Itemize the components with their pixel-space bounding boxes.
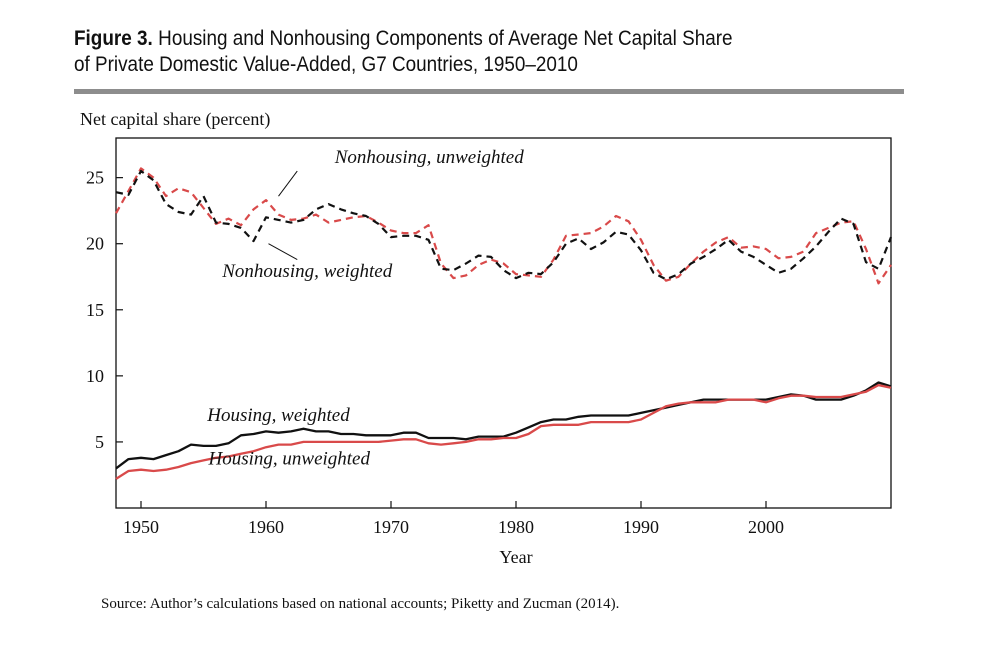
series-line-nonhousing-unweighted	[115, 167, 892, 285]
source-note: Source: Author’s calculations based on n…	[101, 596, 620, 612]
x-tick-label: 1990	[623, 517, 659, 537]
y-tick-label: 5	[95, 432, 104, 452]
y-tick-label: 10	[86, 366, 104, 386]
title-divider	[74, 89, 904, 94]
chart-title: Figure 3. Housing and Nonhousing Componen…	[74, 26, 733, 78]
annotation-leader-line	[278, 170, 298, 197]
x-axis-label: Year	[499, 547, 532, 567]
x-tick-label: 2000	[748, 517, 784, 537]
series-line-housing-unweighted	[115, 383, 892, 480]
x-tick-label: 1980	[498, 517, 534, 537]
y-tick-label: 20	[86, 234, 104, 254]
annotation-nonhousing-unweighted: Nonhousing, unweighted	[334, 147, 524, 168]
line-chart: Net capital share (percent) Year 1950 196…	[80, 109, 893, 567]
x-tick-label: 1970	[373, 517, 409, 537]
title-line-1: Housing and Nonhousing Components of Ave…	[158, 27, 733, 50]
annotation-leader-line	[268, 243, 298, 261]
x-tick-label: 1960	[248, 517, 284, 537]
axis-ticks: 1950 1960 1970 1980 1990 2000 5 10 15 20 25	[86, 168, 784, 537]
annotation-nonhousing-weighted: Nonhousing, weighted	[221, 261, 392, 282]
annotation-housing-weighted: Housing, weighted	[206, 405, 350, 426]
y-tick-label: 15	[86, 300, 104, 320]
title-line-2: of Private Domestic Value-Added, G7 Coun…	[74, 53, 578, 76]
annotation-housing-unweighted: Housing, unweighted	[208, 448, 371, 469]
y-tick-label: 25	[86, 168, 104, 188]
x-tick-label: 1950	[123, 517, 159, 537]
series-group	[115, 167, 893, 480]
series-annotations: Nonhousing, unweighted Nonhousing, weight…	[206, 147, 524, 469]
plot-frame	[115, 137, 892, 509]
series-line-housing-weighted	[115, 381, 892, 470]
y-axis-label: Net capital share (percent)	[80, 109, 270, 130]
figure-label: Figure 3.	[74, 27, 153, 50]
series-line-nonhousing-weighted	[115, 169, 893, 281]
